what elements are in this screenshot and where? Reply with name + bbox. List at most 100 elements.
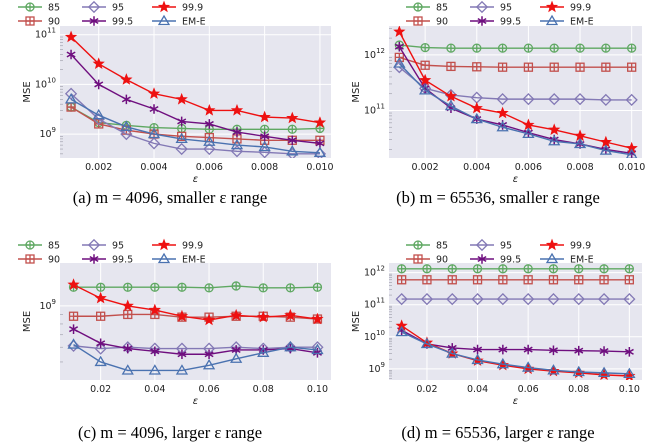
data-point [625, 93, 638, 107]
data-point [572, 292, 585, 306]
legend-item-90: 90 [406, 16, 448, 28]
y-tick-label: 109 [368, 361, 385, 375]
series-99.9 [393, 26, 638, 154]
data-point [96, 311, 106, 321]
data-point [599, 264, 609, 274]
series-line [399, 56, 632, 68]
legend-label: 99.9 [570, 3, 591, 14]
data-point [67, 338, 80, 349]
legend-label: 95 [500, 3, 512, 14]
legend: 85 95 99.9 90 99.5 EM-E [18, 0, 206, 28]
data-point [203, 135, 216, 146]
legend-item-EM-E: EM-E [152, 252, 206, 266]
legend-label: 85 [436, 3, 448, 14]
data-point [599, 144, 612, 155]
data-point [148, 364, 161, 375]
data-point [67, 339, 80, 352]
x-tick-label: 0.10 [619, 384, 640, 395]
data-point [175, 132, 188, 144]
legend: 85 95 99.9 90 99.5 EM-E [406, 0, 594, 28]
data-point [498, 264, 508, 274]
legend-label: 85 [436, 241, 448, 252]
series-line [73, 328, 318, 355]
data-point [496, 93, 509, 106]
caption-a: (a) m = 4096, smaller ε range [73, 188, 267, 207]
legend-item-EM-E: EM-E [540, 252, 594, 266]
y-axis-label: MSE [22, 311, 33, 332]
series-line [398, 31, 632, 149]
data-point [574, 264, 584, 274]
data-point [447, 275, 457, 285]
data-point [446, 61, 456, 72]
data-point [284, 308, 297, 321]
data-point [573, 137, 587, 149]
data-point [175, 309, 189, 322]
x-tick-label: 0.06 [518, 384, 539, 395]
y-axis-label: MSE [22, 81, 33, 102]
series-group [64, 30, 327, 158]
data-point [287, 135, 297, 146]
data-point [471, 292, 484, 306]
data-point [419, 73, 432, 86]
data-point [393, 57, 406, 68]
x-tick-label: 0.10 [307, 384, 328, 395]
series-line [73, 345, 318, 350]
legend-label: 90 [436, 17, 448, 28]
data-point [422, 264, 432, 274]
data-point [175, 142, 188, 156]
legend-label: 95 [500, 241, 512, 252]
series-line [401, 329, 630, 353]
data-point [472, 62, 482, 72]
legend-label: 99.5 [500, 17, 521, 28]
data-point [203, 103, 216, 116]
data-point [257, 346, 270, 357]
x-tick-label: 0.06 [198, 384, 219, 395]
data-point [230, 103, 244, 116]
data-point [496, 357, 509, 369]
data-point [548, 134, 561, 146]
data-point [624, 347, 634, 357]
series-85 [396, 264, 634, 274]
data-point [497, 43, 508, 53]
data-point [204, 283, 214, 293]
y-axis-label: MSE [351, 311, 362, 332]
data-point [523, 344, 533, 355]
data-point [473, 344, 483, 355]
data-point [472, 275, 483, 285]
data-point [599, 346, 609, 356]
panels-background: 0.002 0.004 0.006 0.008 0.010 109 1010 1011 ε MSE… [22, 26, 645, 407]
caption-b: (b) m = 65536, smaller ε range [396, 188, 600, 207]
series-line [73, 343, 318, 372]
y-axis-label: MSE [351, 81, 362, 102]
data-point [498, 344, 508, 355]
data-point [624, 275, 634, 285]
series-85 [68, 281, 323, 293]
x-tick-label: 0.004 [140, 162, 167, 173]
data-point [522, 93, 535, 106]
data-point [575, 62, 585, 72]
data-point [547, 364, 560, 375]
x-tick-label: 0.002 [85, 162, 112, 173]
series-85 [394, 40, 637, 53]
x-tick-label: 0.02 [416, 384, 437, 395]
legend-item-90: 90 [18, 16, 60, 28]
data-point [312, 282, 323, 292]
x-tick-label: 0.008 [566, 162, 593, 173]
legend: 85 95 99.9 90 99.5 EM-E [406, 238, 594, 266]
data-point [444, 99, 458, 111]
x-tick-label: 0.008 [251, 162, 278, 173]
data-point [94, 342, 107, 355]
x-tick-label: 0.010 [618, 162, 645, 173]
series-line [70, 36, 321, 124]
data-point [393, 26, 406, 37]
data-point [470, 112, 483, 124]
y-tick-label: 1012 [364, 265, 385, 279]
data-point [258, 283, 268, 293]
y-tick-label: 1012 [364, 47, 385, 61]
data-point [395, 292, 408, 306]
data-point [419, 84, 432, 95]
data-point [626, 148, 638, 158]
legend-label: EM-E [182, 255, 206, 266]
legend-label: 99.9 [182, 3, 203, 14]
